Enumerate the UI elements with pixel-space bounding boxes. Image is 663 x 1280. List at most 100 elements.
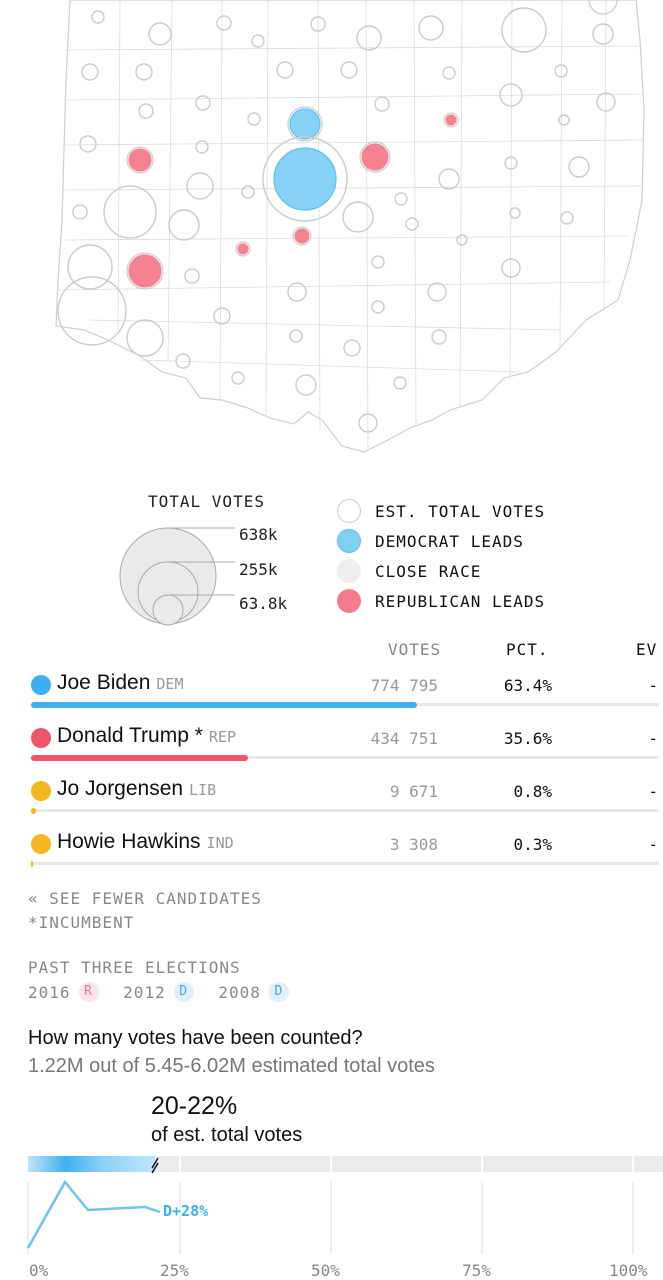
county-bubble-total[interactable]: [138, 103, 154, 119]
county-bubble-total[interactable]: [374, 96, 390, 112]
candidate-name-text: Jo Jorgensen: [57, 777, 184, 800]
county-bubble-total[interactable]: [126, 319, 164, 357]
state-outline: [55, 0, 645, 453]
candidate-ev: -: [648, 729, 658, 748]
county-bubble-republican[interactable]: [445, 114, 457, 126]
est-total-swatch: [337, 499, 361, 523]
county-bubble-total[interactable]: [148, 22, 172, 46]
county-bubble-total[interactable]: [276, 61, 294, 79]
party-color-dot: [31, 834, 51, 854]
county-bubble-total[interactable]: [340, 61, 358, 79]
county-bubble-total[interactable]: [358, 413, 378, 433]
county-bubble-total[interactable]: [427, 282, 447, 302]
county-bubble-total[interactable]: [356, 25, 382, 51]
county-bubble-total[interactable]: [431, 329, 447, 345]
candidate-pct: 0.8%: [513, 782, 552, 801]
county-bubble-total[interactable]: [371, 255, 385, 269]
county-bubble-total[interactable]: [596, 92, 616, 112]
county-bubble-total[interactable]: [251, 34, 265, 48]
county-bubble-total[interactable]: [393, 376, 407, 390]
county-bubble-total[interactable]: [287, 282, 307, 302]
county-bubble-total[interactable]: [554, 64, 568, 78]
county-bubble-total[interactable]: [186, 172, 214, 200]
candidate-party: REP: [208, 728, 236, 746]
vote-share-track: [31, 755, 659, 761]
county-bubble-total[interactable]: [456, 234, 468, 246]
vote-share-bar: [31, 755, 248, 761]
county-bubble-republican[interactable]: [128, 148, 152, 172]
county-bubble-total[interactable]: [175, 353, 191, 369]
county-bubble-total[interactable]: [247, 112, 261, 126]
county-bubble-total[interactable]: [81, 63, 99, 81]
county-bubble-total[interactable]: [184, 268, 200, 284]
county-bubble-total[interactable]: [310, 16, 326, 32]
see-fewer-candidates-link[interactable]: « SEE FEWER CANDIDATES: [28, 889, 262, 908]
county-bubble-total[interactable]: [343, 339, 361, 357]
county-bubble-total[interactable]: [504, 156, 518, 170]
county-bubble-republican[interactable]: [237, 243, 249, 255]
county-bubbles: [57, 0, 618, 433]
candidate-votes: 3 308: [389, 835, 438, 854]
county-bubble-total[interactable]: [442, 66, 456, 80]
county-bubble-total[interactable]: [289, 329, 303, 343]
county-bubble-total[interactable]: [499, 83, 523, 107]
county-bubble-total[interactable]: [560, 211, 574, 225]
county-bubble-total[interactable]: [418, 15, 444, 41]
county-bubble-total[interactable]: [213, 307, 231, 325]
vote-share-bar: [31, 702, 418, 708]
county-bubble-democrat[interactable]: [289, 108, 321, 140]
county-bubble-total[interactable]: [342, 201, 374, 233]
axis-tick-0: 0%: [29, 1261, 49, 1280]
vote-share-bar: [31, 808, 36, 814]
candidate-votes: 434 751: [370, 729, 438, 748]
candidate-name: Joe Biden DEM: [57, 671, 184, 695]
county-bubble-republican[interactable]: [294, 228, 310, 244]
county-bubble-total[interactable]: [371, 300, 385, 314]
candidate-row-jorgensen: Jo Jorgensen LIB 9 671 0.8% -: [0, 774, 663, 826]
counted-percent-range: 20-22%: [151, 1092, 238, 1120]
county-bubble-total[interactable]: [295, 374, 317, 396]
axis-tick-25: 25%: [160, 1261, 189, 1280]
county-bubble-democrat[interactable]: [273, 147, 337, 211]
margin-trend-line: [26, 1179, 161, 1249]
county-bubble-total[interactable]: [91, 10, 105, 24]
size-legend-circles: [119, 527, 235, 626]
county-bubble-total[interactable]: [195, 140, 209, 154]
county-bubble-total[interactable]: [262, 136, 348, 222]
county-bubble-total[interactable]: [168, 209, 200, 241]
candidate-name-text: Howie Hawkins: [57, 830, 201, 853]
county-bubble-total[interactable]: [57, 276, 127, 346]
county-bubble-total[interactable]: [195, 95, 211, 111]
candidate-party: DEM: [156, 675, 184, 693]
county-bubble-total[interactable]: [394, 192, 408, 206]
county-bubble-total[interactable]: [501, 258, 521, 278]
county-bubble-total[interactable]: [67, 244, 113, 290]
county-bubble-total[interactable]: [558, 114, 570, 126]
county-bubble-total[interactable]: [405, 217, 419, 231]
past-election-2016: 2016 R: [28, 982, 99, 1002]
county-bubble-total[interactable]: [438, 168, 460, 190]
county-bubble-ring: [443, 112, 459, 128]
county-bubble-total[interactable]: [231, 371, 245, 385]
county-bubble-total[interactable]: [72, 204, 88, 220]
party-badge-r: R: [78, 982, 99, 1002]
county-bubble-total[interactable]: [509, 207, 521, 219]
column-ev: EV: [636, 640, 658, 659]
county-bubble-total[interactable]: [79, 135, 97, 153]
county-bubble-republican[interactable]: [128, 254, 162, 288]
past-election-year: 2012: [123, 982, 166, 1002]
key-label: CLOSE RACE: [375, 561, 482, 581]
county-bubble-total[interactable]: [592, 23, 614, 45]
county-bubble-total[interactable]: [241, 185, 255, 199]
candidate-ev: -: [648, 835, 658, 854]
county-bubble-total[interactable]: [216, 15, 232, 31]
size-label-small: 63.8k: [239, 594, 288, 613]
county-bubble-total[interactable]: [568, 156, 590, 178]
candidate-party: IND: [206, 834, 234, 852]
county-bubble-republican[interactable]: [361, 143, 389, 171]
county-bubble-total[interactable]: [103, 185, 157, 239]
county-bubble-total[interactable]: [501, 7, 547, 53]
candidate-ev: -: [648, 782, 658, 801]
candidate-name: Donald Trump * REP: [57, 724, 236, 748]
county-bubble-total[interactable]: [135, 63, 153, 81]
